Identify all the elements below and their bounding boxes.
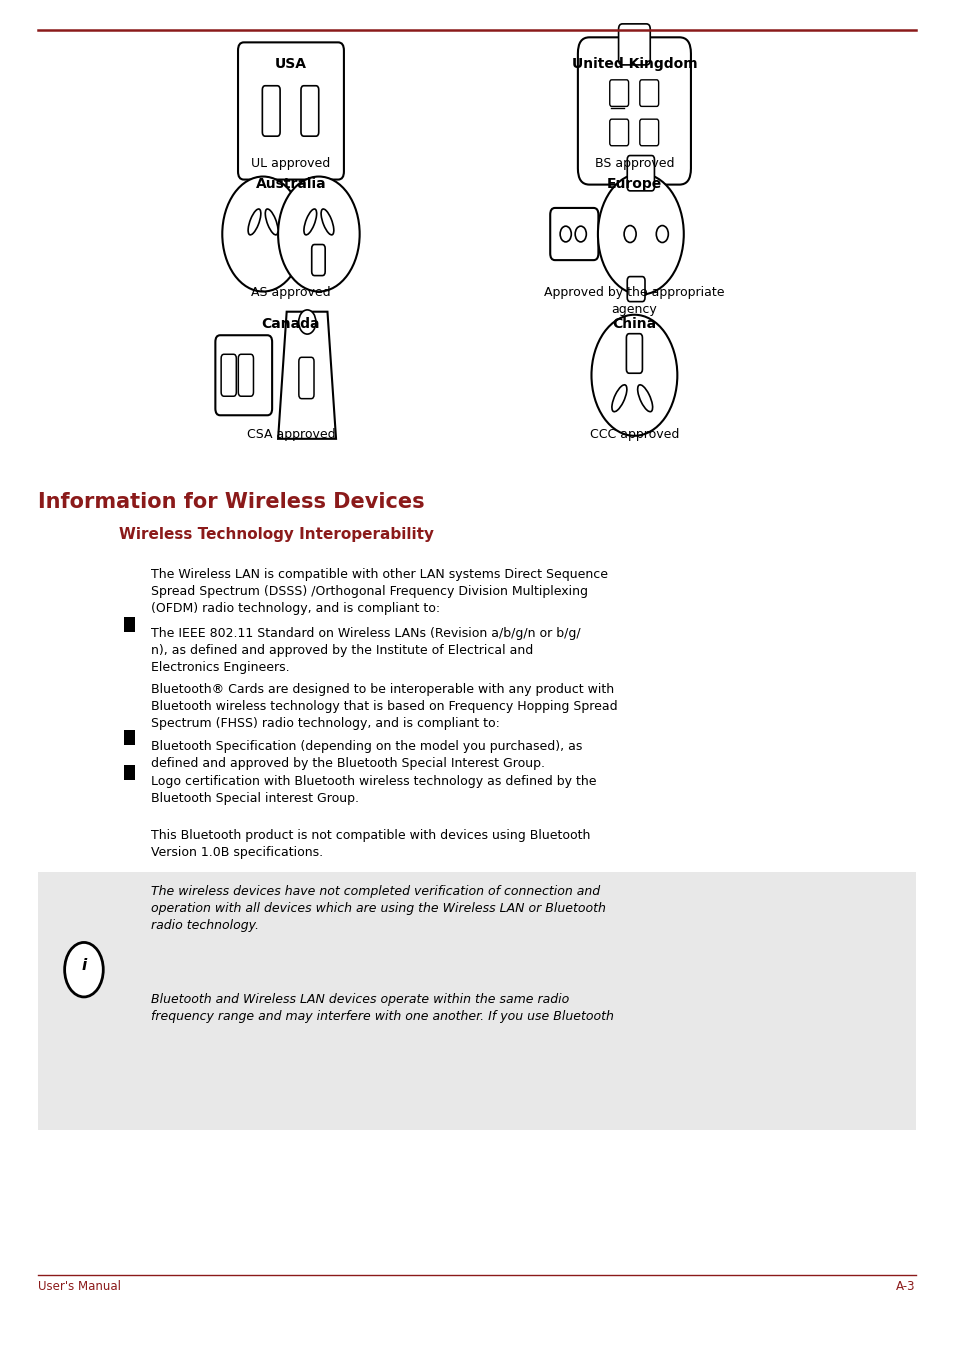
Circle shape xyxy=(298,309,315,334)
FancyBboxPatch shape xyxy=(627,156,654,191)
Text: i: i xyxy=(81,958,87,974)
Circle shape xyxy=(591,315,677,436)
Ellipse shape xyxy=(248,208,260,235)
Text: Bluetooth Specification (depending on the model you purchased), as
defined and a: Bluetooth Specification (depending on th… xyxy=(151,740,581,769)
Ellipse shape xyxy=(611,385,626,412)
Text: A-3: A-3 xyxy=(896,1280,915,1294)
Text: BS approved: BS approved xyxy=(594,157,674,171)
Text: Approved by the appropriate
agency: Approved by the appropriate agency xyxy=(543,286,724,316)
FancyBboxPatch shape xyxy=(609,120,628,145)
Text: Wireless Technology Interoperability: Wireless Technology Interoperability xyxy=(119,527,434,542)
FancyBboxPatch shape xyxy=(550,208,598,260)
Text: USA: USA xyxy=(274,56,307,70)
Circle shape xyxy=(598,174,683,295)
Text: China: China xyxy=(612,317,656,331)
Text: AS approved: AS approved xyxy=(251,286,331,300)
Text: Information for Wireless Devices: Information for Wireless Devices xyxy=(38,492,424,512)
Bar xyxy=(124,617,135,632)
Text: Canada: Canada xyxy=(261,317,320,331)
Ellipse shape xyxy=(265,208,277,235)
FancyBboxPatch shape xyxy=(639,79,658,106)
Circle shape xyxy=(656,226,668,242)
Bar xyxy=(124,730,135,745)
Ellipse shape xyxy=(304,208,316,235)
Ellipse shape xyxy=(637,385,652,412)
Text: Bluetooth and Wireless LAN devices operate within the same radio
frequency range: Bluetooth and Wireless LAN devices opera… xyxy=(151,993,613,1022)
FancyBboxPatch shape xyxy=(221,354,236,397)
Text: User's Manual: User's Manual xyxy=(38,1280,121,1294)
Circle shape xyxy=(575,226,586,242)
FancyBboxPatch shape xyxy=(312,245,325,276)
FancyBboxPatch shape xyxy=(238,354,253,397)
FancyBboxPatch shape xyxy=(639,120,658,145)
FancyBboxPatch shape xyxy=(627,277,644,301)
Text: The wireless devices have not completed verification of connection and
operation: The wireless devices have not completed … xyxy=(151,885,605,932)
Circle shape xyxy=(277,176,359,292)
FancyBboxPatch shape xyxy=(262,86,280,136)
FancyBboxPatch shape xyxy=(237,43,343,180)
Text: Bluetooth® Cards are designed to be interoperable with any product with
Bluetoot: Bluetooth® Cards are designed to be inte… xyxy=(151,683,617,730)
Text: This Bluetooth product is not compatible with devices using Bluetooth
Version 1.: This Bluetooth product is not compatible… xyxy=(151,829,590,858)
Text: CCC approved: CCC approved xyxy=(589,428,679,441)
Circle shape xyxy=(623,226,636,242)
Bar xyxy=(38,872,915,1130)
FancyBboxPatch shape xyxy=(301,86,318,136)
Text: The Wireless LAN is compatible with other LAN systems Direct Sequence
Spread Spe: The Wireless LAN is compatible with othe… xyxy=(151,568,607,615)
Ellipse shape xyxy=(321,208,334,235)
FancyBboxPatch shape xyxy=(618,24,650,65)
Text: United Kingdom: United Kingdom xyxy=(571,56,697,70)
Circle shape xyxy=(222,176,303,292)
Text: Europe: Europe xyxy=(606,178,661,191)
Bar xyxy=(124,765,135,780)
FancyBboxPatch shape xyxy=(215,335,272,416)
Circle shape xyxy=(65,943,103,997)
FancyBboxPatch shape xyxy=(298,358,314,398)
Text: UL approved: UL approved xyxy=(251,157,331,171)
Text: Logo certification with Bluetooth wireless technology as defined by the
Bluetoot: Logo certification with Bluetooth wirele… xyxy=(151,775,596,804)
Text: CSA approved: CSA approved xyxy=(247,428,335,441)
Polygon shape xyxy=(278,312,335,438)
Text: Australia: Australia xyxy=(255,178,326,191)
FancyBboxPatch shape xyxy=(626,334,641,374)
Text: The IEEE 802.11 Standard on Wireless LANs (Revision a/b/g/n or b/g/
n), as defin: The IEEE 802.11 Standard on Wireless LAN… xyxy=(151,627,579,674)
Circle shape xyxy=(559,226,571,242)
FancyBboxPatch shape xyxy=(578,38,690,184)
FancyBboxPatch shape xyxy=(609,79,628,106)
